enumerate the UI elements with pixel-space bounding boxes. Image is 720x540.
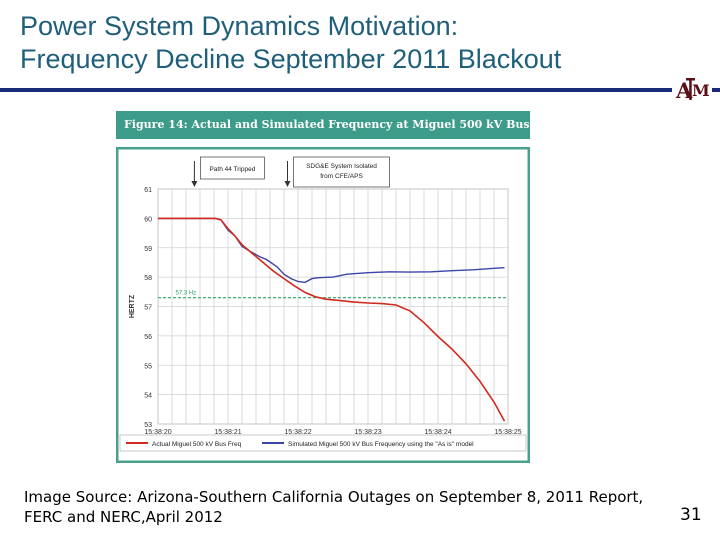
tamu-logo-icon: A M	[675, 78, 710, 103]
legend-label: Simulated Miguel 500 kV Bus Frequency us…	[288, 441, 474, 448]
annotation-box	[200, 156, 265, 180]
image-source-note: Image Source: Arizona-Southern Californi…	[24, 487, 674, 527]
y-axis-label: HERTZ	[129, 294, 136, 318]
source-line1: Image Source: Arizona-Southern Californi…	[24, 488, 644, 506]
y-tick-label: 57	[144, 305, 152, 312]
annotation-arrow-head	[284, 181, 291, 187]
y-tick-label: 55	[144, 363, 152, 370]
slide-title-line2: Frequency Decline September 2011 Blackou…	[20, 44, 562, 74]
figure-caption: Figure 14: Actual and Simulated Frequenc…	[116, 111, 530, 139]
y-tick-label: 59	[144, 246, 152, 253]
y-tick-label: 56	[144, 334, 152, 341]
x-tick-label: 15:38:20	[144, 429, 171, 436]
legend-label: Actual Miguel 500 kV Bus Freq	[152, 441, 242, 448]
title-divider	[0, 88, 720, 92]
annotation-text: SDG&E System Isolated	[306, 163, 377, 170]
annotation-arrow-head	[191, 181, 198, 187]
source-line2: FERC and NERC,April 2012	[24, 508, 223, 526]
slide-title-line1: Power System Dynamics Motivation:	[20, 11, 459, 41]
threshold-label: 57.3 Hz	[176, 291, 197, 297]
logo-letter-m: M	[692, 81, 710, 100]
logo-stem	[689, 78, 692, 100]
series-actual-line	[158, 217, 506, 422]
x-tick-label: 15:38:24	[424, 429, 451, 436]
page-number: 31	[680, 505, 702, 525]
annotation-box	[293, 156, 390, 188]
x-tick-label: 15:38:23	[354, 429, 381, 436]
x-tick-label: 15:38:21	[214, 429, 241, 436]
y-tick-label: 60	[144, 216, 152, 223]
y-tick-label: 53	[144, 422, 152, 429]
slide-title: Power System Dynamics Motivation: Freque…	[20, 10, 690, 76]
frequency-chart: 61 60 59 58 57 56 55 54 53 15:38:20 15:38:21 15:38:…	[115, 146, 531, 464]
university-logo: A M	[672, 74, 712, 108]
y-tick-label: 54	[144, 393, 152, 400]
x-tick-label: 15:38:25	[494, 429, 521, 436]
annotation-text-line2: from CFE/APS	[320, 173, 363, 180]
y-tick-label: 58	[144, 275, 152, 282]
logo-letter-a: A	[675, 78, 693, 103]
x-tick-label: 15:38:22	[284, 429, 311, 436]
annotation-text: Path 44 Tripped	[209, 166, 255, 173]
legend-box	[119, 434, 527, 452]
y-tick-label: 61	[144, 187, 152, 194]
